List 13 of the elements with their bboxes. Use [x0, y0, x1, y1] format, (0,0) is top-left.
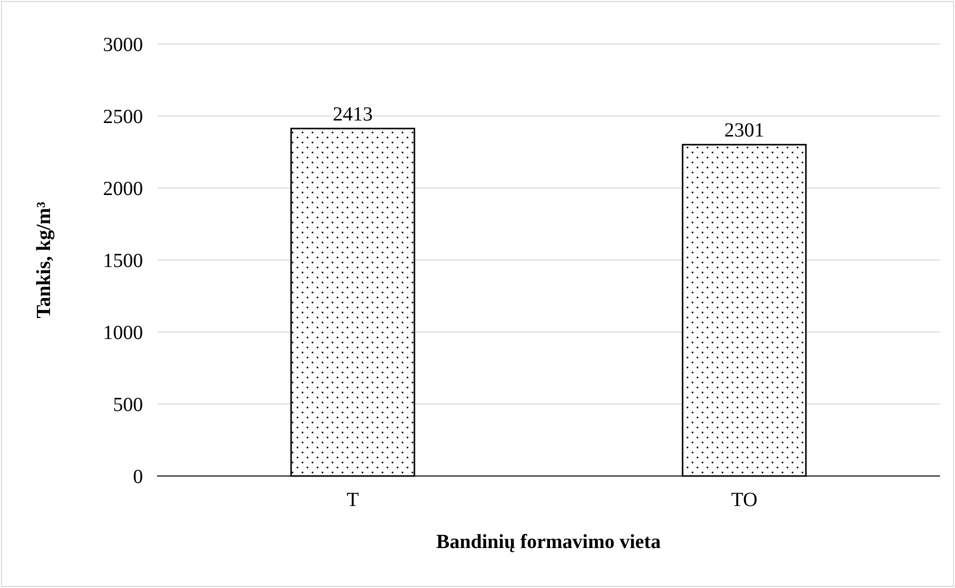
y-axis-title: Tankis, kg/m³: [33, 202, 55, 318]
x-tick-label: T: [346, 489, 359, 511]
data-label: 2413: [332, 104, 373, 126]
y-tick-label: 0: [133, 466, 143, 488]
y-tick-label: 1000: [103, 322, 143, 344]
x-tick-label: TO: [731, 489, 758, 511]
y-tick-label: 1500: [103, 250, 143, 272]
data-label: 2301: [724, 120, 764, 142]
x-axis-title: Bandinių formavimo vieta: [436, 531, 661, 553]
y-tick-label: 500: [113, 394, 143, 416]
y-tick-label: 2500: [103, 106, 143, 128]
y-tick-label: 2000: [103, 178, 143, 200]
y-tick-label: 3000: [103, 34, 143, 56]
